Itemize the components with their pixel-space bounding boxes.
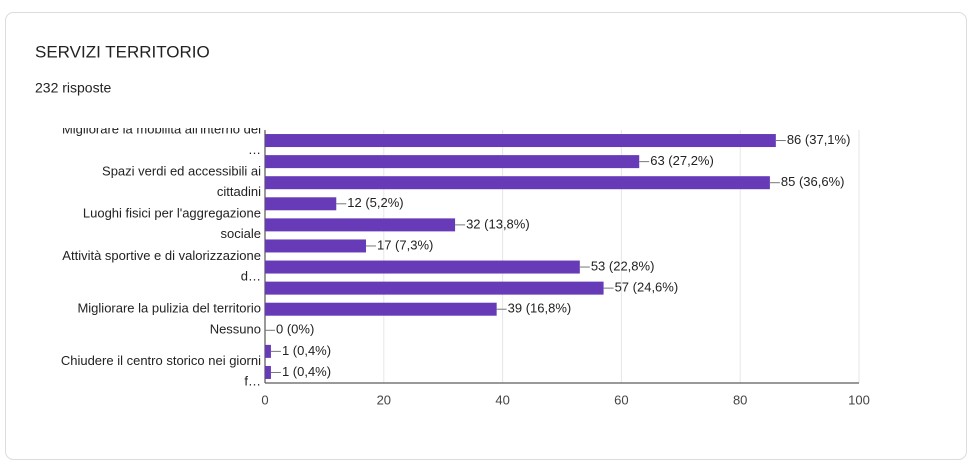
y-tick-label: Luoghi fisici per l'aggregazione sociale xyxy=(83,206,261,242)
bar xyxy=(265,260,580,274)
value-label: 53 (22,8%) xyxy=(591,258,655,273)
bar xyxy=(265,155,640,169)
y-tick-label: Nessuno xyxy=(210,322,261,337)
x-tick-label: 0 xyxy=(261,392,268,407)
x-tick-label: 100 xyxy=(848,392,870,407)
value-label: 63 (27,2%) xyxy=(650,153,714,168)
bar xyxy=(265,239,366,253)
value-label: 85 (36,6%) xyxy=(781,174,845,189)
value-label: 17 (7,3%) xyxy=(377,237,433,252)
card xyxy=(5,12,967,460)
x-tick-label: 40 xyxy=(495,392,509,407)
bar xyxy=(265,134,776,148)
bar xyxy=(265,344,271,358)
value-label: 39 (16,8%) xyxy=(508,301,572,316)
value-label: 0 (0%) xyxy=(276,322,314,337)
chart-subtitle: 232 risposte xyxy=(35,80,111,96)
chart-title: SERVIZI TERRITORIO xyxy=(35,42,210,61)
y-tick-label: Attività sportive e di valorizzazione d… xyxy=(62,248,261,284)
bar xyxy=(265,281,604,295)
bar xyxy=(265,218,456,232)
value-label: 86 (37,1%) xyxy=(787,132,851,147)
value-label: 57 (24,6%) xyxy=(615,280,679,295)
x-tick-label: 60 xyxy=(614,392,628,407)
x-tick-label: 20 xyxy=(377,392,391,407)
y-tick-label: Migliorare la pulizia del territorio xyxy=(77,301,261,316)
bar xyxy=(265,197,337,211)
bar xyxy=(265,302,497,316)
x-tick-label: 80 xyxy=(733,392,747,407)
value-label: 32 (13,8%) xyxy=(466,216,530,231)
value-label: 1 (0,4%) xyxy=(282,343,331,358)
bar xyxy=(265,365,271,379)
value-label: 1 (0,4%) xyxy=(282,364,331,379)
label-group: Migliorare la mobilità all'interno del … S… xyxy=(61,122,261,390)
value-label: 12 (5,2%) xyxy=(347,195,403,210)
y-tick-label: Migliorare la mobilità all'interno del… xyxy=(62,122,261,158)
y-tick-label: Spazi verdi ed accessibili ai cittadini xyxy=(102,164,261,200)
bar xyxy=(265,176,770,190)
y-tick-label: Chiudere il centro storico nei giorni f… xyxy=(61,354,261,390)
